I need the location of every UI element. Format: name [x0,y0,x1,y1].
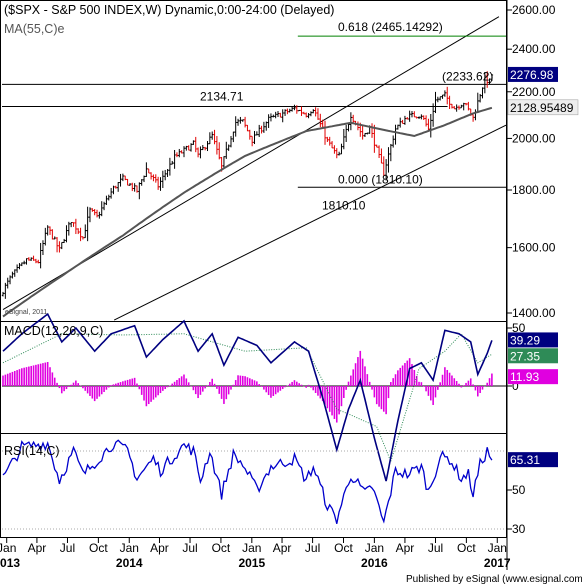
price-y-axis: 2600.00 2400.00 2200.00 2000.00 1800.00 1600.… [507,3,556,320]
rsi-tick-label: 50 [512,483,526,497]
target-label: (2233.62) [442,69,493,83]
close-value-badge: 2276.98 [510,68,554,82]
price-tick-label: 2200.00 [512,85,556,99]
low-label: 1810.10 [322,198,366,212]
price-annotations: 0.618 (2465.14292) 0.000 (1810.10) 1810.10… [200,20,493,212]
x-year-label: 2016 [361,556,388,570]
rsi-line-path [2,439,493,524]
price-bars [1,71,494,299]
price-tick-label: 1800.00 [512,183,556,197]
price-tick-label: 2000.00 [512,131,556,145]
x-month-label: Apr [273,541,292,555]
macd-main-line [2,312,493,482]
time-x-axis: Jan Apr Jul Oct Jan Apr Jul Oct Jan Apr Jul Oct Jan A… [0,538,511,570]
price-tick-label: 1600.00 [512,241,556,255]
chart-title: ($SPX - S&P 500 INDEX,W) Dynamic,0:00-24… [4,3,334,17]
x-month-label: Jul [305,541,320,555]
x-year-label: 2014 [116,556,143,570]
macd-label: MACD(12,26,9,C) [4,324,103,338]
signal-value-badge: 27.35 [510,349,540,363]
price-panel-frame [0,0,507,322]
moving-average [2,106,493,318]
hist-value-badge-bg [508,369,558,385]
rsi-value-badge: 65.31 [510,453,540,467]
ma-value-badge-bg [507,99,579,116]
ma-55-line [2,106,493,318]
macd-value-badges: 39.29 27.35 11.93 [508,332,558,385]
price-tick-label: 1400.00 [512,306,556,320]
rsi-y-axis: 50 30 [2,450,526,536]
macd-lines [2,312,493,482]
x-month-label: Jan [365,541,384,555]
x-month-label: Jul [60,541,75,555]
channel-lower-line [113,124,507,321]
x-month-label: Oct [457,541,476,555]
macd-value-badge-bg [508,332,558,348]
x-month-label: Oct [89,541,108,555]
x-year-label: 2017 [484,556,511,570]
published-by: Published by eSignal (www.esignal.com) [406,574,582,585]
x-month-label: Jul [428,541,443,555]
macd-histogram [2,350,493,423]
macd-signal-line [2,332,493,463]
ma-label: MA(55,C)e [4,22,64,36]
x-month-label: Oct [334,541,353,555]
high-label: 2134.71 [200,90,244,104]
price-tick-label: 2400.00 [512,42,556,56]
close-value-badge-bg [508,66,558,82]
x-month-label: Jan [488,541,507,555]
x-month-label: Jul [182,541,197,555]
x-month-label: Jan [242,541,261,555]
macd-tick-label: 50 [512,321,526,335]
x-month-label: Apr [150,541,169,555]
panel-frames [0,0,508,570]
trend-channel [2,16,507,321]
rsi-tick-label: 30 [512,522,526,536]
macd-tick-label: 0 [512,379,519,393]
x-month-label: Jan [0,541,16,555]
rsi-value-badge-bg [508,452,558,468]
x-month-label: Oct [212,541,231,555]
horizontal-levels [2,35,506,188]
price-value-badges: 2276.98 2128.95489 [507,66,579,116]
price-tick-label: 2600.00 [512,3,556,17]
rsi-label: RSI(14,C) [4,444,60,458]
rsi-value-badges: 65.31 [508,452,558,468]
x-month-label: Jan [120,541,139,555]
x-month-label: Apr [28,541,47,555]
ma-value-badge: 2128.95489 [510,101,574,115]
signal-value-badge-bg [508,348,558,364]
rsi-line [2,439,493,524]
x-year-label: 2015 [238,556,265,570]
x-month-label: Apr [396,541,415,555]
macd-value-badge: 39.29 [510,333,540,347]
fib-618-label: 0.618 (2465.14292) [338,20,443,34]
hist-value-badge: 11.93 [510,370,539,384]
fib-000-label: 0.000 (1810.10) [338,172,423,186]
x-year-label: 2013 [0,556,20,570]
watermark: eSignal, 2011 [5,309,47,316]
